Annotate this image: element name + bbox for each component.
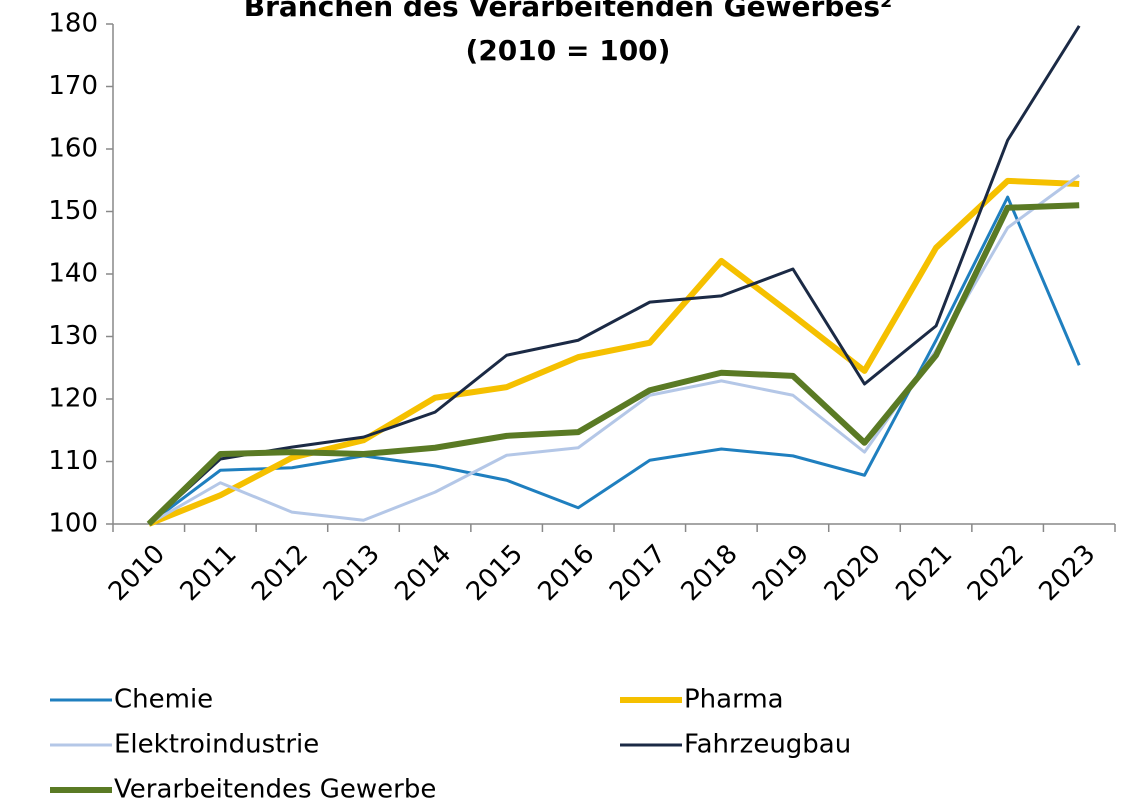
x-tick-label: 2011: [175, 539, 243, 607]
x-tick-label: 2020: [819, 539, 887, 607]
legend-label: Chemie: [114, 685, 213, 715]
x-tick-label: 2016: [532, 539, 600, 607]
y-tick-label: 140: [48, 259, 98, 289]
y-tick-label: 180: [48, 9, 98, 39]
x-tick-label: 2022: [962, 539, 1030, 607]
x-tick-label: 2010: [103, 539, 171, 607]
x-tick-label: 2023: [1033, 539, 1101, 607]
x-tick-label: 2018: [676, 539, 744, 607]
x-tick-label: 2017: [604, 539, 672, 607]
series-line: [146, 202, 1080, 527]
series-line: [147, 195, 1081, 526]
x-tick-label: 2015: [461, 539, 529, 607]
x-tick-label: 2019: [747, 539, 815, 607]
x-tick-label: 2013: [318, 539, 386, 607]
legend-label: Verarbeitendes Gewerbe: [114, 775, 436, 802]
chart-subtitle: (2010 = 100): [466, 34, 671, 67]
y-tick-label: 110: [48, 446, 98, 476]
y-tick-label: 160: [48, 134, 98, 164]
legend-label: Elektroindustrie: [114, 730, 319, 760]
y-tick-label: 150: [48, 196, 98, 226]
y-tick-label: 120: [48, 384, 98, 414]
chart-title: Branchen des Verarbeitenden Gewerbes²: [244, 0, 893, 23]
y-tick-label: 130: [48, 321, 98, 351]
x-tick-label: 2012: [246, 539, 314, 607]
x-tick-label: 2021: [890, 539, 958, 607]
y-tick-label: 170: [48, 71, 98, 101]
y-tick-label: 100: [48, 509, 98, 539]
legend-label: Pharma: [684, 685, 784, 715]
legend-label: Fahrzeugbau: [684, 730, 851, 760]
series-line: [147, 25, 1081, 526]
x-tick-label: 2014: [389, 539, 457, 607]
